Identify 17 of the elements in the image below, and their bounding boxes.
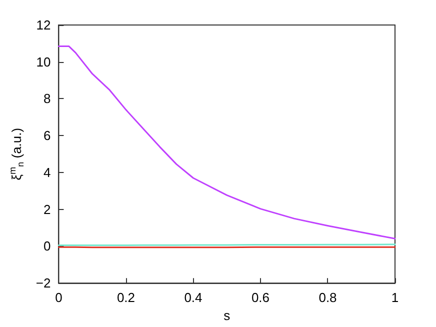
y-tick-label: −2 [36,276,51,291]
y-tick-label: 12 [36,18,51,32]
x-tick-label: 0.8 [318,290,337,306]
y-tick-label: 6 [43,128,51,144]
y-tick-label: 8 [43,91,51,106]
x-tick-label: 0.6 [251,290,270,306]
x-tick-label: 0 [55,290,62,306]
x-axis-title: s [224,308,231,323]
x-tick-label: 0.2 [116,290,136,306]
y-tick-label: 4 [43,164,51,180]
x-tick-label: 1 [391,290,399,306]
line-series [58,45,396,240]
y-tick-label: 0 [43,238,51,254]
x-tick-label: 0.4 [184,290,202,306]
y-axis-title: ξmn (a.u.) [8,128,26,180]
y-tick-label: 2 [43,202,51,217]
y-tick-label: 10 [36,54,51,70]
